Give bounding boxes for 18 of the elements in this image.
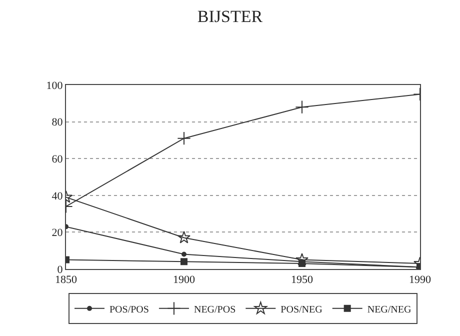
y-tick-label: 60 [52, 153, 64, 166]
point [298, 260, 306, 267]
y-tick-label: 80 [52, 116, 64, 129]
point [180, 258, 188, 266]
point [182, 252, 186, 257]
legend-label: NEG/POS [194, 304, 236, 316]
x-tick-label: 1850 [55, 274, 78, 286]
legend-label: POS/POS [110, 304, 149, 316]
legend-label: POS/NEG [280, 304, 322, 316]
x-tick-label: 1950 [291, 274, 314, 286]
x-tick-label: 1990 [409, 274, 432, 286]
y-tick-label: 40 [52, 190, 64, 202]
y-tick-label: 0 [57, 264, 64, 276]
x-tick-label: 1900 [173, 274, 196, 286]
chart-title: BIJSTER [197, 6, 264, 26]
legend-label: NEG/NEG [367, 304, 412, 316]
y-tick-label: 100 [46, 80, 64, 92]
y-tick-label: 20 [52, 227, 64, 240]
